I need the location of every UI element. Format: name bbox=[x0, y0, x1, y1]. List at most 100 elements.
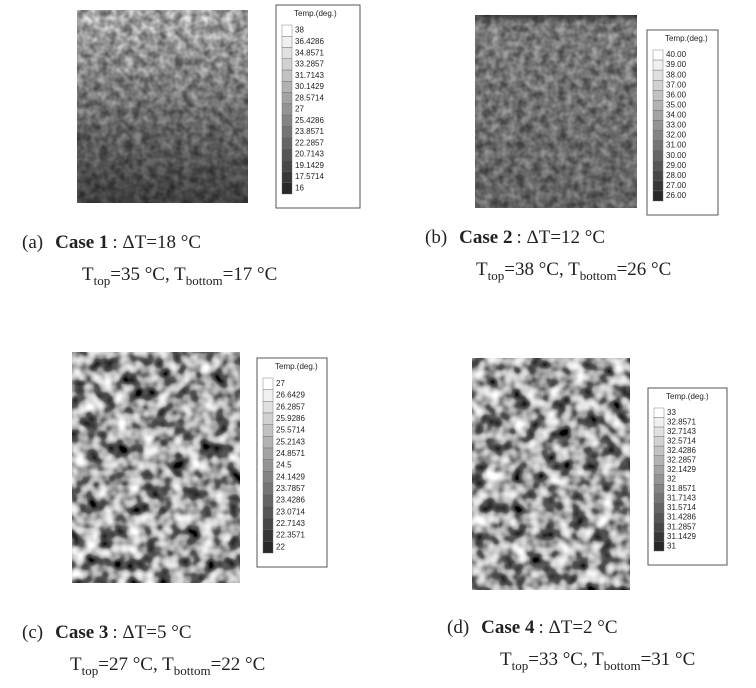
legend-label: 30.00 bbox=[666, 151, 687, 160]
caption-label: (a) bbox=[22, 232, 43, 253]
legend-label: 33.2857 bbox=[295, 60, 324, 69]
caption-subscript: bottom bbox=[186, 273, 223, 288]
legend-label: 31.7143 bbox=[295, 71, 324, 80]
caption-text: =17 °C bbox=[223, 264, 278, 285]
caption-delta: : ΔT=5 °C bbox=[112, 622, 191, 643]
legend-swatch bbox=[653, 417, 665, 428]
legend-swatch bbox=[281, 114, 293, 127]
legend-label: 32.00 bbox=[666, 131, 687, 140]
caption-text: =31 °C bbox=[641, 649, 696, 670]
legend-swatch bbox=[653, 512, 665, 523]
legend-swatch bbox=[281, 92, 293, 105]
caption-case: Case 4 bbox=[481, 617, 535, 638]
legend-swatch bbox=[653, 531, 665, 542]
legend-label: 29.00 bbox=[666, 161, 687, 170]
legend-label: 32.4286 bbox=[667, 446, 696, 455]
legend-label: 38.00 bbox=[666, 70, 687, 79]
legend-label: 27 bbox=[295, 105, 304, 114]
legend-swatch bbox=[262, 541, 274, 554]
legend-swatch bbox=[262, 377, 274, 390]
legend-swatch bbox=[652, 140, 664, 151]
legend-swatch bbox=[262, 424, 274, 437]
legend-swatch bbox=[262, 436, 274, 449]
caption-case: Case 2 bbox=[459, 227, 512, 248]
caption-text: =35 °C, T bbox=[110, 264, 186, 285]
legend-swatch bbox=[652, 69, 664, 81]
legend-swatch bbox=[281, 81, 293, 93]
legend-swatch bbox=[262, 412, 274, 425]
legend-label: 34.00 bbox=[666, 111, 687, 120]
legend-swatch bbox=[652, 170, 664, 182]
legend: Temp.(deg.) 27 26.6429 26.2857 25.9286 25.571… bbox=[256, 357, 328, 568]
caption-line: Ttop=27 °C, Tbottom=22 °C bbox=[70, 654, 265, 678]
legend-swatch bbox=[652, 59, 664, 71]
legend-swatch bbox=[262, 471, 274, 484]
caption-subscript: bottom bbox=[604, 658, 641, 673]
field-image bbox=[472, 358, 630, 590]
legend-swatch bbox=[653, 484, 665, 494]
caption-delta: : ΔT=2 °C bbox=[538, 617, 617, 638]
legend-label: 26.6429 bbox=[276, 391, 305, 400]
legend-label: 22 bbox=[276, 542, 285, 551]
caption-subscript: top bbox=[512, 658, 529, 673]
caption-text: =22 °C bbox=[211, 654, 266, 675]
legend-swatch bbox=[262, 529, 274, 542]
legend-label: 22.7143 bbox=[276, 519, 305, 528]
panel: Temp.(deg.) 27 26.6429 26.2857 25.9286 25.571… bbox=[22, 352, 328, 678]
legend-swatch bbox=[262, 389, 274, 402]
legend-label: 31.2857 bbox=[667, 522, 696, 531]
legend-label: 30.1429 bbox=[295, 82, 324, 91]
caption-text: T bbox=[500, 649, 512, 670]
legend-label: 32 bbox=[667, 475, 676, 484]
caption-label: (c) bbox=[22, 622, 43, 643]
legend-title: Temp.(deg.) bbox=[294, 9, 337, 18]
caption-subscript: bottom bbox=[580, 268, 617, 283]
legend-swatch bbox=[281, 171, 293, 183]
legend-swatch bbox=[653, 436, 665, 447]
panel: Temp.(deg.) 3332.857132.714332.571432.428… bbox=[447, 358, 728, 673]
legend-swatch bbox=[262, 494, 274, 507]
legend-swatch bbox=[652, 100, 664, 111]
caption-text: T bbox=[476, 259, 488, 280]
legend-swatch bbox=[262, 506, 274, 519]
legend-label: 23.8571 bbox=[295, 127, 324, 136]
legend-label: 39.00 bbox=[666, 60, 687, 69]
legend-title: Temp.(deg.) bbox=[666, 392, 709, 401]
legend-swatch bbox=[652, 190, 664, 202]
legend-swatch bbox=[262, 517, 274, 530]
legend-label: 32.7143 bbox=[667, 427, 696, 436]
legend-label: 38 bbox=[295, 26, 304, 35]
caption-text: T bbox=[82, 264, 94, 285]
legend-swatch bbox=[262, 401, 274, 414]
legend-swatch bbox=[281, 182, 293, 195]
legend-swatch bbox=[653, 503, 665, 514]
legend-label: 28.00 bbox=[666, 171, 687, 180]
legend-swatch bbox=[281, 58, 293, 71]
panel: Temp.(deg.) 40.0039.0038.0037.0036.0035.0… bbox=[425, 15, 719, 283]
legend-label: 16 bbox=[295, 183, 304, 192]
legend-label: 22.3571 bbox=[276, 531, 305, 540]
legend-label: 32.8571 bbox=[667, 417, 696, 426]
legend-swatch bbox=[281, 137, 293, 150]
legend-swatch bbox=[652, 130, 664, 141]
legend-swatch bbox=[281, 69, 293, 82]
legend-label: 25.5714 bbox=[276, 426, 305, 435]
legend-label: 35.00 bbox=[666, 100, 687, 109]
caption-line: (a) Case 1: ΔT=18 °C bbox=[22, 232, 201, 253]
legend-swatch bbox=[281, 24, 293, 37]
legend-swatch bbox=[652, 90, 664, 101]
legend-title: Temp.(deg.) bbox=[665, 34, 708, 43]
legend-label: 36.00 bbox=[666, 90, 687, 99]
field-image bbox=[72, 352, 240, 583]
legend-label: 24.8571 bbox=[276, 449, 305, 458]
legend-label: 32.5714 bbox=[667, 436, 696, 445]
legend-swatch bbox=[652, 180, 664, 192]
legend-swatch bbox=[652, 120, 664, 131]
legend-swatch bbox=[652, 150, 664, 161]
legend-swatch bbox=[281, 36, 293, 48]
legend-label: 17.5714 bbox=[295, 172, 324, 181]
legend-label: 28.5714 bbox=[295, 93, 324, 102]
legend-label: 20.7143 bbox=[295, 150, 324, 159]
caption-text: =33 °C, T bbox=[528, 649, 604, 670]
